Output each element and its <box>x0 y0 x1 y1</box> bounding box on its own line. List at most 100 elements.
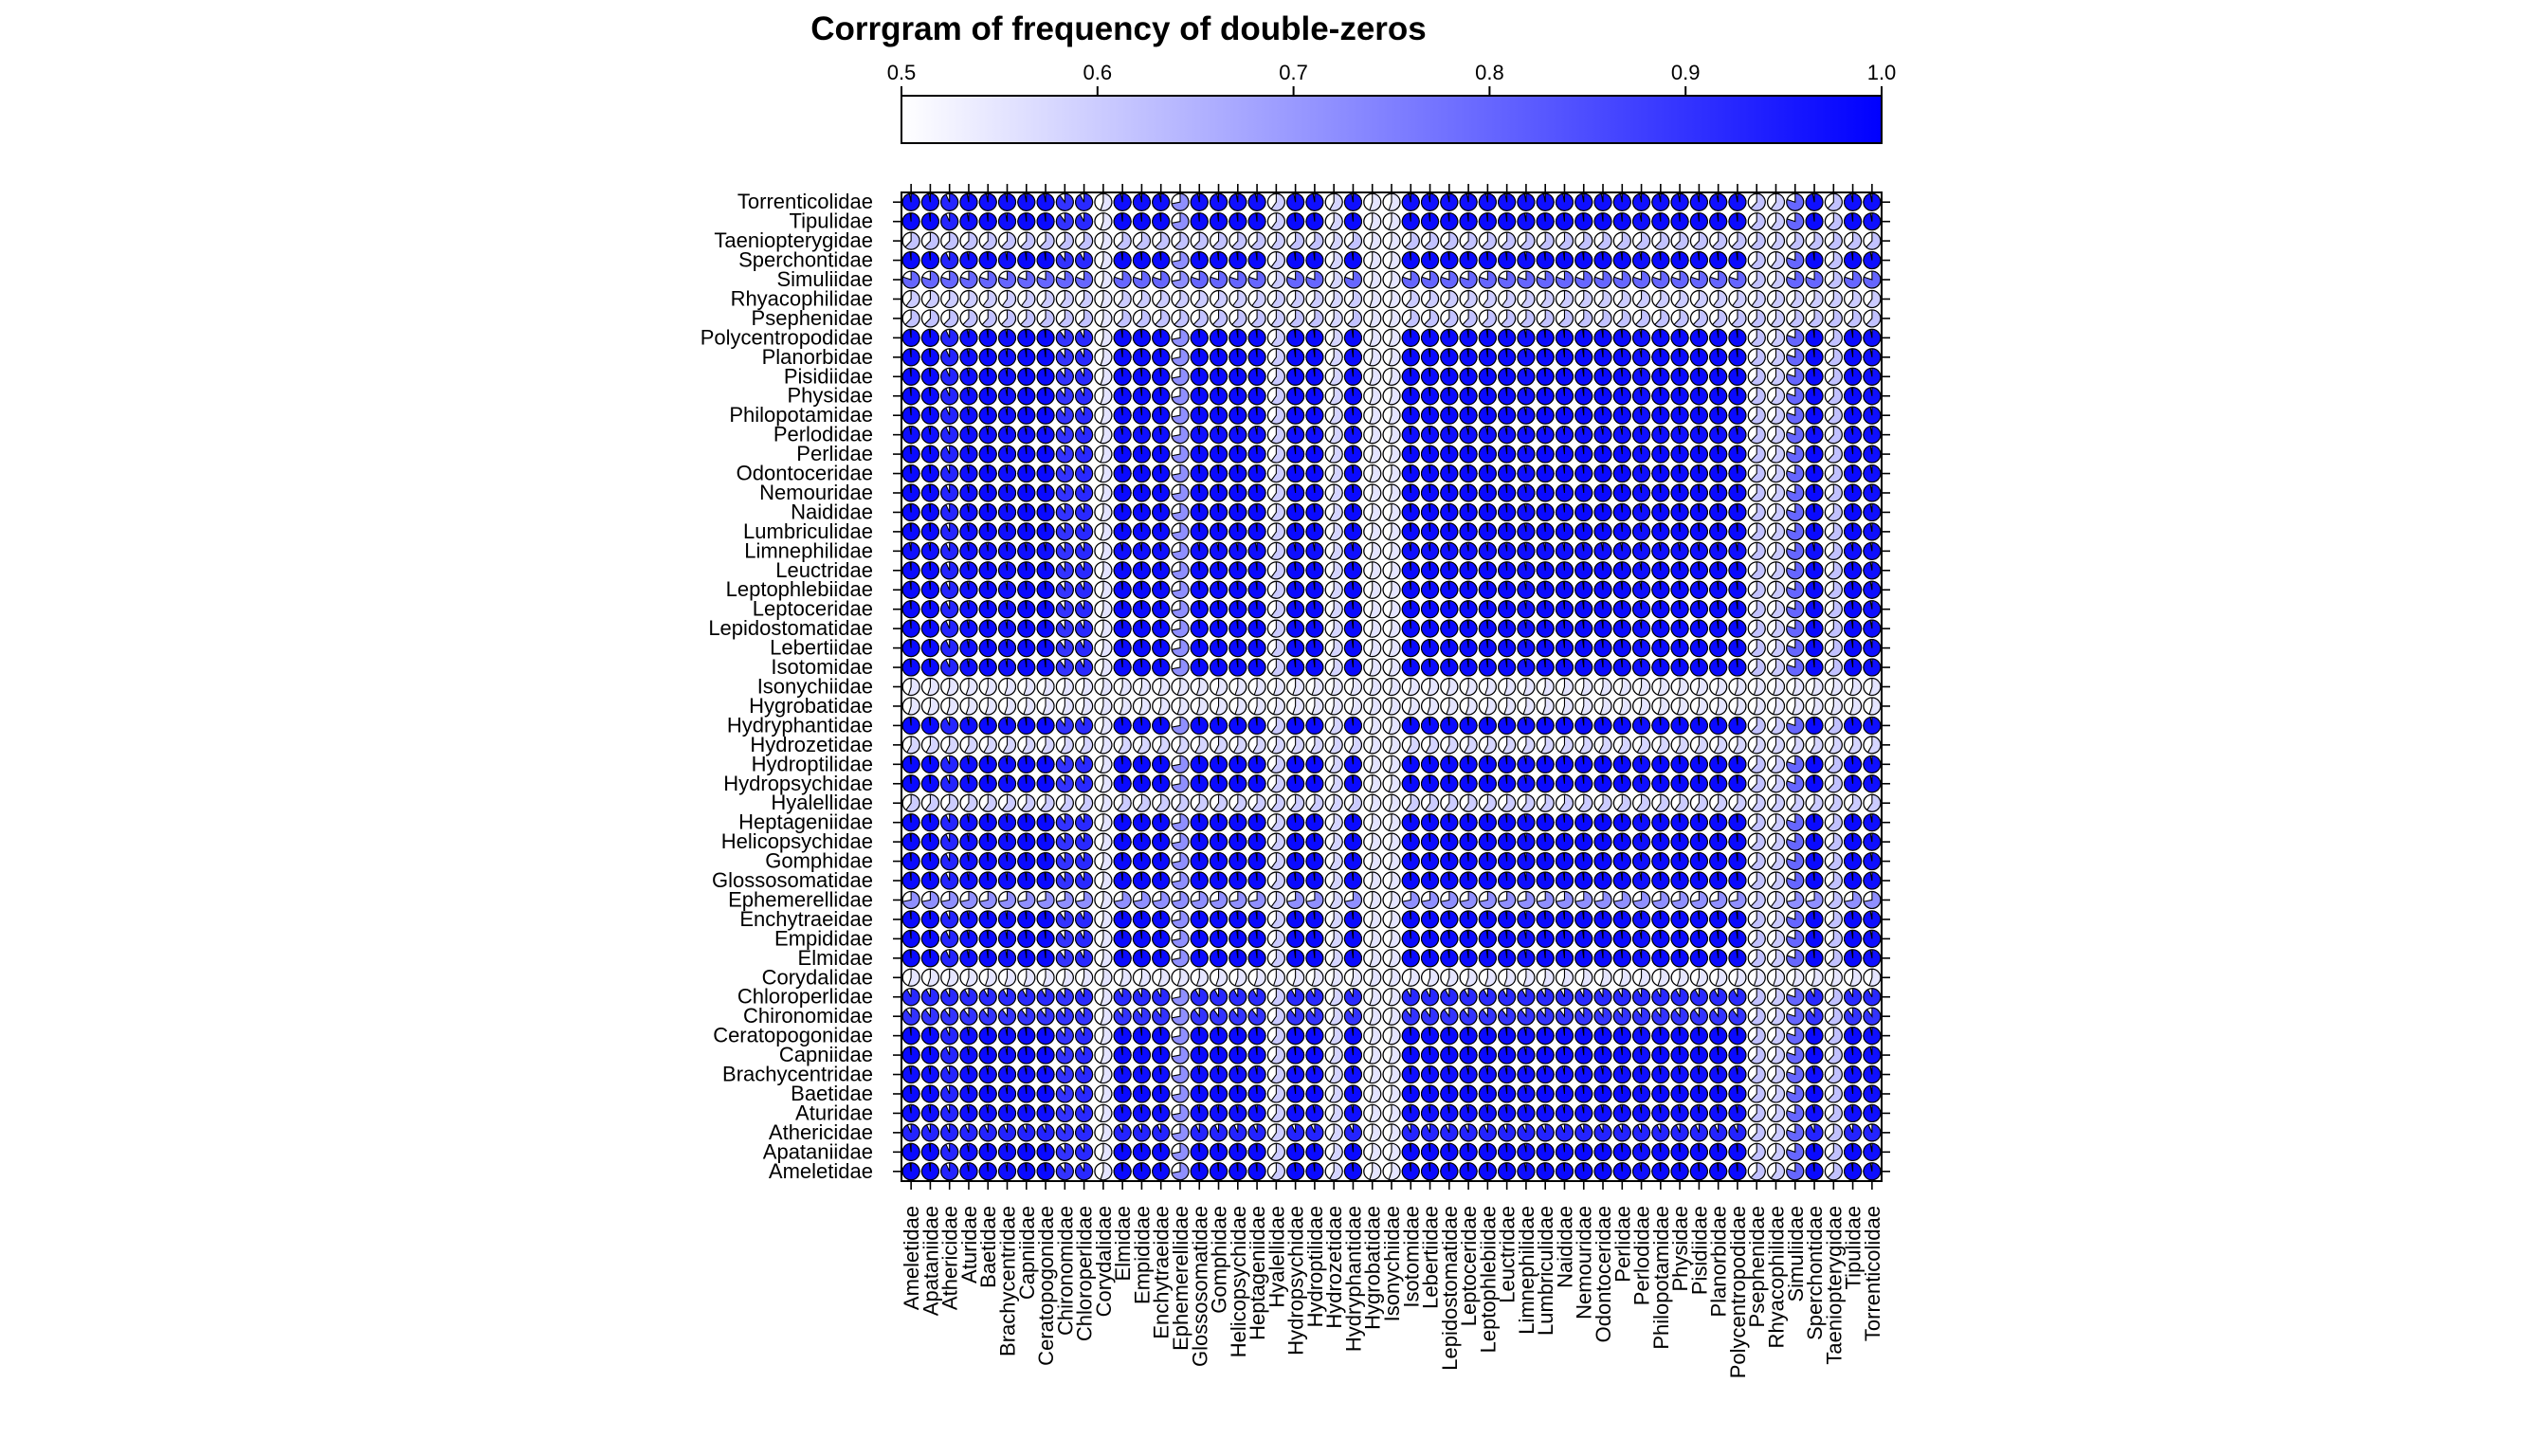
corrgram-cell <box>1689 522 1708 541</box>
cell-pie <box>1421 406 1440 425</box>
cell-pie <box>1017 212 1036 231</box>
corrgram-cell <box>1266 406 1285 425</box>
cell-pie <box>1040 289 1055 308</box>
cell-pie <box>1728 212 1747 231</box>
corrgram-cell <box>1132 289 1152 309</box>
cell-pie <box>1612 328 1631 347</box>
corrgram-cell <box>940 250 959 270</box>
cell-pie <box>1190 541 1209 560</box>
corrgram-cell <box>1152 658 1171 677</box>
corrgram-cell <box>1324 387 1343 406</box>
corrgram-cell <box>1305 502 1324 522</box>
corrgram-cell <box>1324 774 1343 793</box>
cell-pie <box>1247 716 1266 735</box>
cell-pie <box>1247 367 1266 386</box>
cell-pie <box>959 658 978 677</box>
corrgram-cell <box>901 755 920 774</box>
corrgram-cell <box>1709 289 1728 309</box>
cell-pie <box>1651 212 1670 231</box>
corrgram-cell <box>1286 367 1305 386</box>
corrgram-cell <box>1305 212 1324 231</box>
corrgram-cell <box>901 541 920 560</box>
corrgram-cell <box>1401 348 1420 367</box>
cell-pie <box>1305 502 1324 521</box>
corrgram-cell <box>1651 561 1670 580</box>
corrgram-cell <box>1036 755 1055 774</box>
corrgram-cell <box>1036 600 1055 619</box>
corrgram-cell <box>1498 736 1517 755</box>
corrgram-cell <box>1286 212 1305 231</box>
cell-pie <box>1536 561 1555 580</box>
corrgram-cell <box>1766 755 1786 774</box>
corrgram-cell <box>1420 328 1440 347</box>
corrgram-cell <box>1844 328 1863 347</box>
corrgram-cell <box>1805 793 1824 812</box>
cell-pie <box>1305 813 1324 832</box>
cell-pie <box>978 328 997 347</box>
cell-pie <box>1152 600 1171 619</box>
corrgram-cell <box>1363 677 1382 697</box>
corrgram-cell <box>1498 231 1517 250</box>
corrgram-cell <box>1055 192 1074 211</box>
cell-pie <box>1478 251 1497 270</box>
cell-pie <box>1728 348 1747 367</box>
corrgram-cell <box>1075 502 1094 522</box>
corrgram-cell <box>1420 658 1440 677</box>
corrgram-cell <box>1363 561 1382 580</box>
corrgram-cell <box>1670 192 1689 211</box>
corrgram-cell <box>1228 677 1247 697</box>
corrgram-cell <box>1228 639 1247 658</box>
corrgram-cell <box>1247 541 1266 560</box>
cell-pie <box>1593 658 1612 677</box>
corrgram-cell <box>997 250 1017 270</box>
cell-pie <box>1286 464 1305 483</box>
corrgram-cell <box>1517 289 1536 309</box>
cell-pie <box>1305 658 1324 677</box>
corrgram-cell <box>1728 697 1747 716</box>
cell-pie <box>1574 251 1593 270</box>
corrgram-cell <box>1228 793 1247 812</box>
corrgram-cell <box>1478 502 1497 522</box>
corrgram-cell <box>920 270 939 289</box>
corrgram-cell <box>1228 464 1247 483</box>
cell-pie <box>1651 561 1670 580</box>
cell-pie <box>1305 367 1324 386</box>
cell-pie <box>998 192 1016 211</box>
corrgram-cell <box>1094 483 1113 502</box>
corrgram-cell <box>1171 600 1190 619</box>
corrgram-cell <box>1266 348 1285 367</box>
corrgram-cell <box>1574 387 1593 406</box>
cell-pie <box>1632 445 1651 464</box>
cell-pie <box>1556 639 1574 658</box>
corrgram-cell <box>1305 619 1324 638</box>
corrgram-cell <box>1075 600 1094 619</box>
corrgram-cell <box>1247 464 1266 483</box>
cell-pie <box>1612 483 1631 502</box>
cell-pie <box>1689 328 1708 347</box>
cell-pie <box>1459 212 1478 231</box>
cell-pie <box>1692 231 1708 250</box>
corrgram-cell <box>1651 677 1670 697</box>
cell-pie <box>1863 387 1882 406</box>
corrgram-cell <box>1209 212 1228 231</box>
corrgram-cell <box>940 348 959 367</box>
cell-pie <box>1651 251 1670 270</box>
corrgram-cell <box>1555 367 1574 386</box>
cell-pie <box>1459 774 1478 793</box>
corrgram-cell <box>1036 328 1055 347</box>
cell-pie <box>1075 212 1094 231</box>
corrgram-cell <box>1766 716 1786 735</box>
corrgram-cell <box>1805 774 1824 793</box>
cell-pie <box>1286 445 1305 464</box>
corrgram-cell <box>1631 309 1651 328</box>
cell-pie <box>1036 813 1055 832</box>
corrgram-cell <box>1728 522 1747 541</box>
cell-pie <box>1632 212 1651 231</box>
corrgram-cell <box>1094 697 1113 716</box>
cell-pie <box>978 502 997 521</box>
corrgram-cell <box>1190 192 1209 211</box>
cell-pie <box>1863 716 1882 735</box>
corrgram-cell <box>1266 793 1285 812</box>
cell-pie <box>1113 561 1132 580</box>
corrgram-cell <box>1094 212 1113 231</box>
